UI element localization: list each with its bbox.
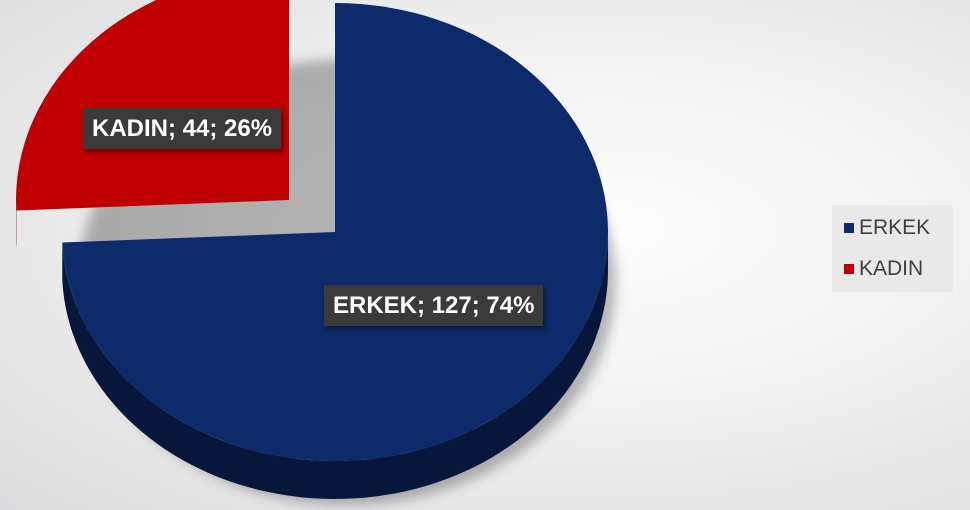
legend-label-erkek: ERKEK — [859, 216, 931, 239]
legend-item-erkek[interactable]: ERKEK — [844, 214, 930, 242]
legend-swatch-kadin — [844, 264, 854, 274]
data-label-kadin: KADIN; 44; 26% — [83, 108, 282, 149]
legend: ERKEK KADIN — [832, 205, 953, 292]
legend-label-kadin: KADIN — [859, 257, 924, 280]
data-label-erkek: ERKEK; 127; 74% — [324, 285, 544, 326]
pie-side-erkek — [62, 228, 609, 499]
legend-swatch-erkek — [844, 223, 854, 233]
pie-slice-erkek[interactable] — [62, 2, 609, 461]
pie-slice-kadin[interactable] — [16, 0, 289, 211]
legend-item-kadin[interactable]: KADIN — [844, 255, 923, 283]
